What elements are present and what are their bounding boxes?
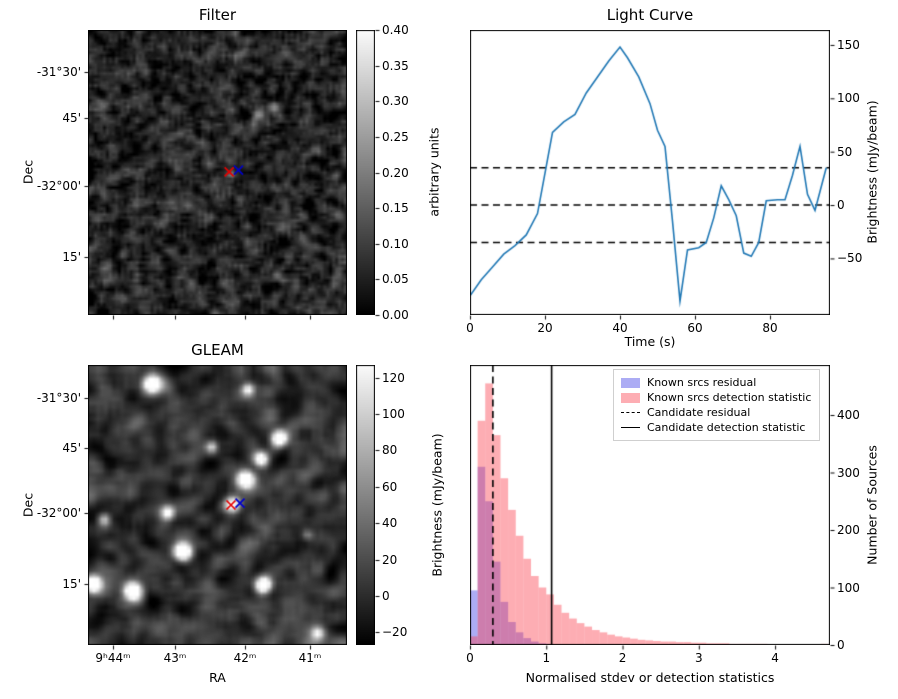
tick-label: 0.15 [382,201,409,215]
histogram-ylabel: Number of Sources [864,445,880,565]
tick-label: 0.40 [382,23,409,37]
tick-label: 15' [62,250,81,264]
tick-label: 60 [382,480,398,494]
tick-label: 45' [62,111,81,125]
tick-label: 9ʰ44ᵐ [95,651,131,665]
tick-label: 60 [687,321,703,335]
tick-label: 0.00 [382,308,409,322]
tick-label: 0.05 [382,272,409,286]
filter-colorbar-label: arbitrary units [426,127,442,217]
tick-label: 3 [694,651,703,665]
tick-label: 80 [382,443,398,457]
tick-label: 150 [837,37,860,52]
light-curve-xlabel: Time (s) [624,334,676,349]
tick-label: -31°30' [36,65,81,79]
tick-label: -32°00' [36,179,81,193]
tick-label: 0 [466,651,474,665]
tick-label: 45' [62,441,81,455]
tick-label: 0.25 [382,130,409,144]
histogram-legend: Known srcs residual Known srcs detection… [613,369,821,441]
tick-label: −20 [382,625,408,639]
legend-swatch-known-residual [621,377,640,388]
tick-label: 0 [837,198,845,213]
tick-label: -32°00' [36,506,81,520]
tick-label: 15' [62,577,81,591]
legend-line-candidate-detection [621,427,640,428]
tick-label: 0.30 [382,94,409,108]
light-curve-title: Light Curve [606,6,694,24]
filter-colorbar [356,30,375,315]
tick-label: -31°30' [36,391,81,405]
gleam-xlabel: RA [209,670,226,685]
light-curve-plot [470,30,830,315]
legend-label-known-detection: Known srcs detection statistic [647,391,812,404]
tick-label: 200 [837,523,860,537]
tick-label: 0.35 [382,59,409,73]
legend-swatch-known-detection [621,392,640,403]
gleam-colorbar [356,365,375,645]
tick-label: 42ᵐ [233,651,257,665]
tick-label: 2 [618,651,627,665]
legend-label-candidate-residual: Candidate residual [647,406,751,419]
tick-label: 4 [771,651,779,665]
tick-label: 0 [837,638,845,652]
filter-ylabel: Dec [20,159,36,185]
tick-label: 300 [837,465,860,480]
tick-label: 40 [382,516,398,530]
legend-label-candidate-detection: Candidate detection statistic [647,421,806,434]
tick-label: 100 [837,91,860,106]
tick-label: −50 [837,251,863,266]
filter-image [88,30,347,315]
tick-label: 0 [382,589,390,603]
tick-label: 100 [382,407,405,421]
tick-label: 50 [837,144,853,159]
tick-label: 43ᵐ [163,651,187,665]
legend-item-known-residual: Known srcs residual [621,375,811,390]
tick-label: 100 [837,580,860,595]
gleam-ylabel: Dec [20,492,36,518]
tick-label: 80 [762,321,778,335]
legend-item-candidate-residual: Candidate residual [621,405,811,420]
tick-label: 20 [537,321,553,335]
legend-item-candidate-detection: Candidate detection statistic [621,420,811,435]
tick-label: 20 [382,553,398,567]
gleam-colorbar-label: Brightness (mJy/beam) [429,433,445,577]
legend-label-known-residual: Known srcs residual [647,376,757,389]
tick-label: 120 [382,371,405,385]
tick-label: 400 [837,408,860,423]
legend-line-candidate-residual [621,412,640,413]
tick-label: 0 [466,321,474,335]
filter-title: Filter [198,6,237,24]
gleam-image [88,365,347,645]
tick-label: 0.10 [382,237,409,251]
tick-label: 41ᵐ [298,651,322,665]
histogram-xlabel: Normalised stdev or detection statistics [525,670,775,685]
gleam-title: GLEAM [191,341,244,359]
light-curve-ylabel: Brightness (mJy/beam) [864,100,880,244]
tick-label: 0.20 [382,166,409,180]
tick-label: 40 [612,321,628,335]
legend-item-known-detection: Known srcs detection statistic [621,390,811,405]
tick-label: 1 [542,651,551,665]
